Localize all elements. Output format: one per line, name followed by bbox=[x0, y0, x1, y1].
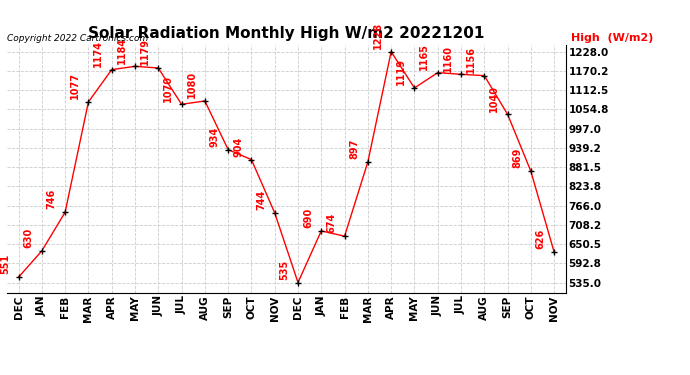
Text: 1165: 1165 bbox=[420, 43, 429, 70]
Text: High  (W/m2): High (W/m2) bbox=[571, 33, 653, 42]
Text: 1080: 1080 bbox=[186, 71, 197, 98]
Text: 746: 746 bbox=[47, 189, 57, 210]
Text: 1040: 1040 bbox=[489, 84, 500, 111]
Text: 551: 551 bbox=[0, 254, 10, 274]
Text: 1228: 1228 bbox=[373, 22, 383, 49]
Text: 1179: 1179 bbox=[140, 38, 150, 65]
Text: 626: 626 bbox=[536, 229, 546, 249]
Text: 1070: 1070 bbox=[164, 75, 173, 102]
Text: 1156: 1156 bbox=[466, 46, 476, 73]
Text: 869: 869 bbox=[513, 148, 522, 168]
Text: 934: 934 bbox=[210, 127, 220, 147]
Text: 744: 744 bbox=[257, 190, 266, 210]
Text: 1119: 1119 bbox=[396, 58, 406, 85]
Text: 690: 690 bbox=[303, 208, 313, 228]
Text: 1184: 1184 bbox=[117, 36, 127, 63]
Text: 1160: 1160 bbox=[443, 45, 453, 72]
Text: 1077: 1077 bbox=[70, 72, 80, 99]
Title: Solar Radiation Monthly High W/m2 20221201: Solar Radiation Monthly High W/m2 202212… bbox=[88, 26, 484, 41]
Text: 535: 535 bbox=[279, 260, 290, 280]
Text: 897: 897 bbox=[350, 139, 359, 159]
Text: 630: 630 bbox=[23, 228, 34, 248]
Text: Copyright 2022 Cartronics.com: Copyright 2022 Cartronics.com bbox=[7, 34, 148, 43]
Text: 904: 904 bbox=[233, 136, 243, 157]
Text: 1174: 1174 bbox=[93, 40, 104, 67]
Text: 674: 674 bbox=[326, 213, 336, 233]
